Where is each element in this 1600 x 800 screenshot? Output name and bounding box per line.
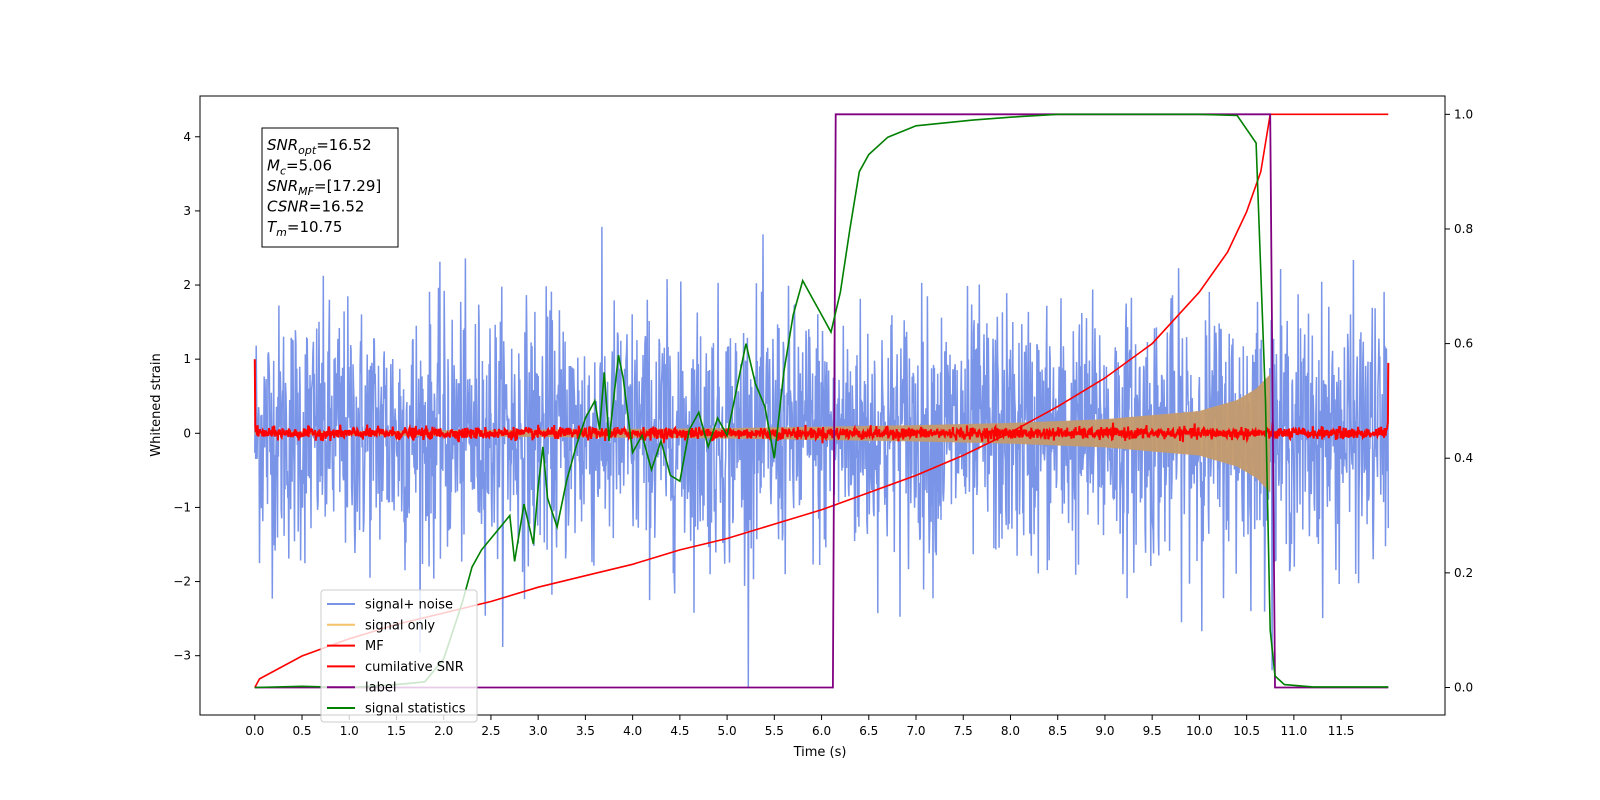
legend-frame <box>320 589 478 723</box>
legend: signal+ noise signal only MF cumilative SNR… <box>320 589 478 723</box>
y2-tick-label: 0.8 <box>1454 222 1473 236</box>
y2-tick-label: 0.2 <box>1454 566 1473 580</box>
x-tick-label: 6.5 <box>859 724 878 738</box>
x-tick-label: 8.5 <box>1048 724 1067 738</box>
x-tick-label: 10.0 <box>1186 724 1213 738</box>
x-axis-label: Time (s) <box>793 745 847 760</box>
annotation-line: CSNR=16.52 <box>267 198 364 216</box>
x-tick-label: 0.5 <box>292 724 311 738</box>
series-mf <box>253 359 1390 444</box>
annotation-frame <box>261 127 399 248</box>
legend-label: signal+ noise <box>365 598 453 613</box>
stats-annotation-box: SNRopt=16.52Mc=5.06SNRMF=[17.29]CSNR=16.… <box>261 127 399 248</box>
annotation-line: Tm=10.75 <box>267 218 342 239</box>
x-tick-label: 9.5 <box>1143 724 1162 738</box>
legend-label: signal only <box>365 618 435 633</box>
x-tick-label: 1.5 <box>387 724 406 738</box>
x-tick-label: 0.0 <box>245 724 264 738</box>
legend-label: MF <box>365 639 384 654</box>
x-axis: 0.0 0.5 1.0 1.5 2.0 2.5 3.0 3.5 4.0 4.5 5.0 5.5 6.0 6… <box>245 715 1354 738</box>
y2-tick-label: 0.4 <box>1454 451 1473 465</box>
y-tick-label: 4 <box>183 130 191 144</box>
x-tick-label: 2.5 <box>481 724 500 738</box>
x-tick-label: 11.5 <box>1328 724 1355 738</box>
legend-label: signal statistics <box>365 702 466 717</box>
y-tick-label: 1 <box>183 352 191 366</box>
legend-label: cumilative SNR <box>365 660 464 675</box>
y2-tick-label: 0.0 <box>1454 680 1473 694</box>
y-axis-label: Whitened strain <box>149 353 164 456</box>
y-tick-label: −3 <box>173 649 191 663</box>
x-tick-label: 4.5 <box>670 724 689 738</box>
x-tick-label: 7.5 <box>954 724 973 738</box>
y2-tick-label: 0.6 <box>1454 337 1473 351</box>
annotation-line: SNRMF=[17.29] <box>267 177 381 198</box>
x-tick-label: 9.0 <box>1095 724 1114 738</box>
legend-label: label <box>365 681 396 696</box>
y-tick-label: −2 <box>173 575 191 589</box>
x-tick-label: 5.5 <box>765 724 784 738</box>
x-tick-label: 1.0 <box>340 724 359 738</box>
y-axis: −3 −2 −1 0 1 2 3 4 <box>173 130 200 663</box>
y-tick-label: 2 <box>183 278 191 292</box>
y2-tick-label: 1.0 <box>1454 107 1473 121</box>
x-tick-label: 3.0 <box>529 724 548 738</box>
x-tick-label: 3.5 <box>576 724 595 738</box>
x-tick-label: 2.0 <box>434 724 453 738</box>
y2-axis: 0.0 0.2 0.4 0.6 0.8 1.0 <box>1445 107 1473 694</box>
x-tick-label: 7.0 <box>906 724 925 738</box>
x-tick-label: 10.5 <box>1233 724 1260 738</box>
x-tick-label: 6.0 <box>812 724 831 738</box>
annotation-line: Mc=5.06 <box>267 157 332 178</box>
y-tick-label: 0 <box>183 426 191 440</box>
x-tick-label: 11.0 <box>1281 724 1308 738</box>
axes-frame <box>199 95 1446 716</box>
y-tick-label: 3 <box>183 204 191 218</box>
series-signal-statistics <box>254 113 1389 689</box>
x-tick-label: 5.0 <box>718 724 737 738</box>
y-tick-label: −1 <box>173 500 191 514</box>
annotation-line: SNRopt=16.52 <box>267 136 372 157</box>
x-tick-label: 4.0 <box>623 724 642 738</box>
x-tick-label: 8.0 <box>1001 724 1020 738</box>
